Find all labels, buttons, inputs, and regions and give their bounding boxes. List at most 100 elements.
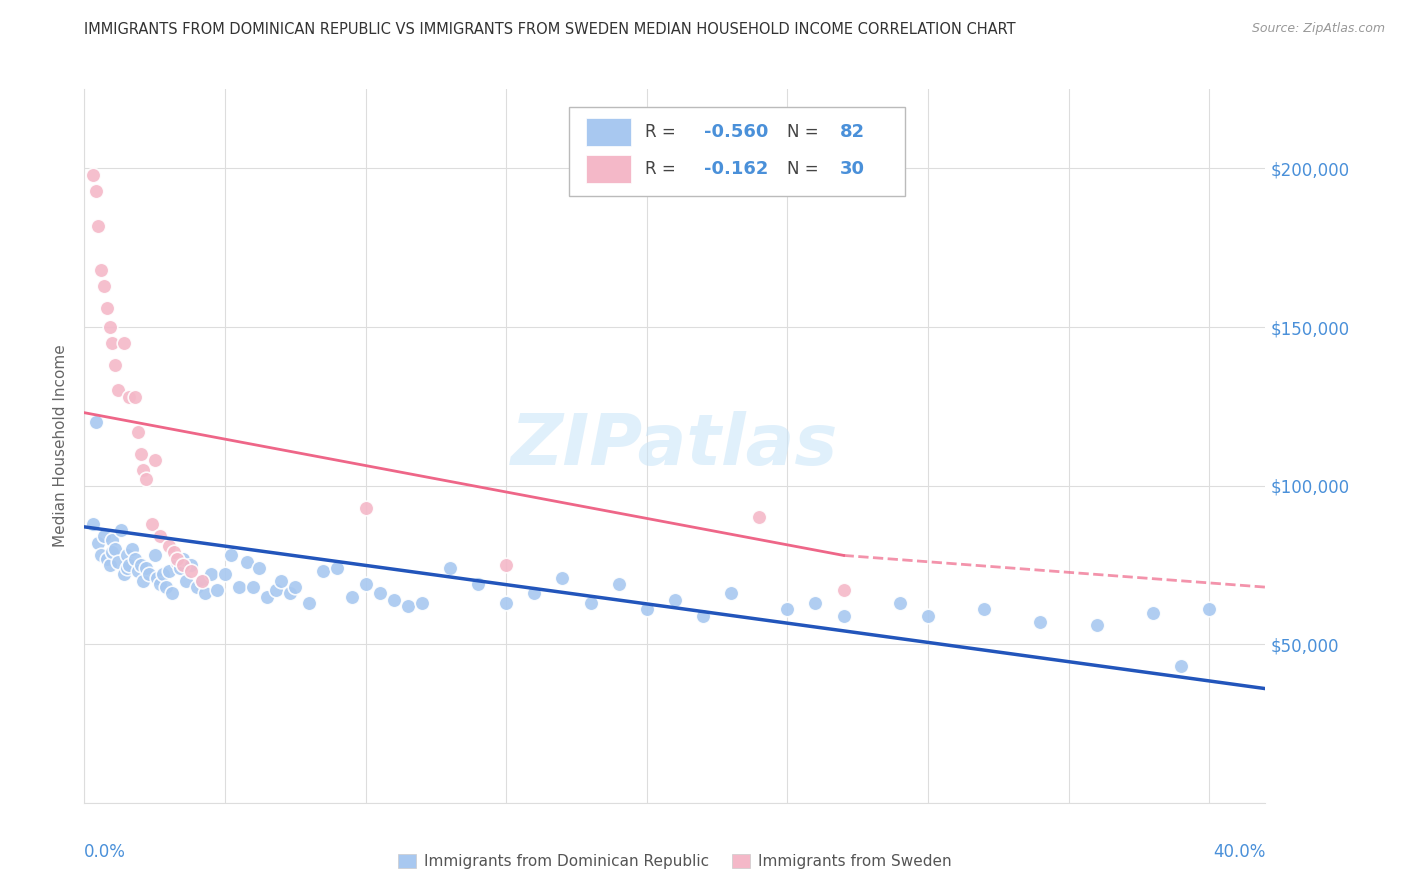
Point [1170, 659, 1192, 673]
Point [93, 278, 115, 293]
Point [326, 561, 349, 575]
Point [90, 263, 112, 277]
Point [169, 561, 191, 575]
Point [84, 184, 107, 198]
Point [340, 590, 363, 604]
Point [141, 516, 163, 531]
Point [101, 533, 124, 547]
Text: R =: R = [645, 161, 682, 178]
Point [242, 580, 264, 594]
Text: R =: R = [645, 123, 682, 141]
Point [368, 586, 391, 600]
Point [1085, 618, 1108, 632]
Point [236, 555, 259, 569]
Point [804, 596, 827, 610]
Point [396, 599, 419, 614]
Point [90, 549, 112, 563]
Point [256, 590, 278, 604]
Point [112, 567, 135, 582]
Point [146, 571, 169, 585]
Point [720, 586, 742, 600]
Point [157, 539, 180, 553]
Point [551, 571, 574, 585]
Point [127, 425, 149, 439]
Point [101, 545, 124, 559]
FancyBboxPatch shape [586, 118, 631, 146]
Point [157, 564, 180, 578]
Point [439, 561, 461, 575]
FancyBboxPatch shape [568, 107, 905, 196]
Point [411, 596, 433, 610]
Point [124, 390, 146, 404]
Text: IMMIGRANTS FROM DOMINICAN REPUBLIC VS IMMIGRANTS FROM SWEDEN MEDIAN HOUSEHOLD IN: IMMIGRANTS FROM DOMINICAN REPUBLIC VS IM… [84, 22, 1017, 37]
Point [115, 561, 138, 575]
Point [87, 535, 110, 549]
Point [127, 564, 149, 578]
Point [135, 472, 157, 486]
Point [1142, 606, 1164, 620]
Point [132, 463, 155, 477]
Text: 40.0%: 40.0% [1213, 843, 1265, 861]
Point [82, 516, 104, 531]
Point [87, 219, 110, 233]
Point [194, 586, 217, 600]
Point [523, 586, 546, 600]
Point [748, 510, 770, 524]
Point [1029, 615, 1052, 629]
Point [214, 567, 236, 582]
Point [121, 542, 143, 557]
Text: ZIPatlas: ZIPatlas [512, 411, 838, 481]
Point [278, 586, 301, 600]
Text: 82: 82 [841, 123, 865, 141]
Point [495, 558, 517, 572]
Point [174, 574, 197, 588]
Point [172, 551, 194, 566]
Point [104, 542, 127, 557]
Text: -0.162: -0.162 [704, 161, 769, 178]
Point [152, 567, 174, 582]
Point [166, 555, 188, 569]
Point [607, 577, 630, 591]
Point [664, 592, 686, 607]
Point [191, 574, 214, 588]
Point [115, 549, 138, 563]
Text: 0.0%: 0.0% [84, 843, 127, 861]
Point [112, 335, 135, 350]
Point [284, 580, 307, 594]
Point [163, 545, 186, 559]
Point [200, 567, 222, 582]
Point [219, 549, 242, 563]
Text: Source: ZipAtlas.com: Source: ZipAtlas.com [1251, 22, 1385, 36]
Text: N =: N = [787, 161, 824, 178]
Point [180, 558, 202, 572]
Point [84, 415, 107, 429]
Point [135, 561, 157, 575]
Point [149, 577, 172, 591]
Point [973, 602, 995, 616]
Point [104, 358, 127, 372]
Text: 30: 30 [841, 161, 865, 178]
Point [155, 580, 177, 594]
Y-axis label: Median Household Income: Median Household Income [53, 344, 69, 548]
Point [132, 574, 155, 588]
Point [118, 558, 141, 572]
Point [636, 602, 658, 616]
Point [143, 549, 166, 563]
Point [354, 577, 377, 591]
Point [107, 555, 129, 569]
Point [98, 320, 121, 334]
Point [467, 577, 489, 591]
Point [149, 529, 172, 543]
Point [101, 335, 124, 350]
Point [166, 551, 188, 566]
Point [205, 583, 228, 598]
Point [889, 596, 911, 610]
Point [832, 583, 855, 598]
Point [832, 608, 855, 623]
Point [98, 558, 121, 572]
Point [247, 561, 270, 575]
Point [180, 564, 202, 578]
Point [107, 384, 129, 398]
Point [354, 500, 377, 515]
Legend: Immigrants from Dominican Republic, Immigrants from Sweden: Immigrants from Dominican Republic, Immi… [392, 848, 957, 875]
